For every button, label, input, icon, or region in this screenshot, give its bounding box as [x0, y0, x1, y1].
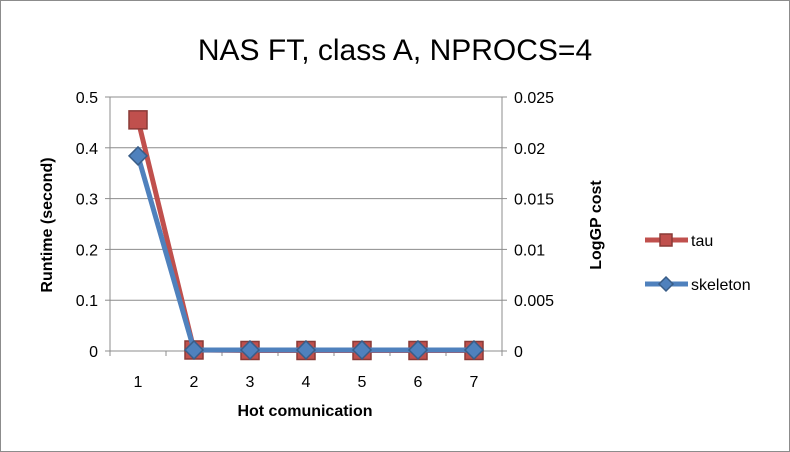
- legend-item-tau: tau: [645, 233, 713, 250]
- gridlines: [110, 96, 502, 301]
- left-axis-title: Runtime (second): [39, 157, 56, 292]
- series-layer: [127, 110, 485, 361]
- right-tick-label: 0: [514, 344, 523, 361]
- data-point-skeleton: [351, 339, 373, 361]
- x-tick-label: 6: [414, 374, 423, 391]
- x-tick-label: 5: [358, 374, 367, 391]
- x-tick-label: 1: [134, 374, 143, 391]
- left-tick-label: 0.1: [76, 293, 98, 310]
- data-point-skeleton: [407, 339, 429, 361]
- left-tick-label: 0: [89, 344, 98, 361]
- x-tick-label: 4: [302, 374, 311, 391]
- series-line-tau: [135, 119, 474, 353]
- data-point-skeleton: [295, 339, 317, 361]
- right-tick-label: 0.02: [514, 141, 545, 158]
- chart-title: NAS FT, class A, NPROCS=4: [198, 34, 592, 67]
- legend-item-skeleton: skeleton: [645, 275, 751, 294]
- left-tick-label: 0.3: [76, 192, 98, 209]
- right-axis-title: LogGP cost: [588, 180, 605, 270]
- right-tick-label: 0.025: [514, 90, 554, 107]
- left-tick-label: 0.4: [76, 141, 98, 158]
- x-tick-label: 3: [246, 374, 255, 391]
- right-tick-label: 0.005: [514, 293, 554, 310]
- legend-label-skeleton: skeleton: [691, 277, 751, 294]
- data-point-skeleton: [463, 339, 485, 361]
- data-point-tau: [128, 110, 148, 130]
- legend-marker-skeleton: [657, 275, 675, 293]
- left-tick-label: 0.2: [76, 242, 98, 259]
- x-tick-label: 2: [190, 374, 199, 391]
- series-skeleton: [127, 145, 485, 361]
- x-axis-ticks: 1 2 3 4 5 6 7: [134, 374, 479, 391]
- legend: tau skeleton: [645, 233, 751, 294]
- right-tick-label: 0.01: [514, 242, 545, 259]
- data-point-skeleton: [183, 339, 205, 361]
- data-point-skeleton: [239, 339, 261, 361]
- left-axis-ticks: 0 0.1 0.2 0.3 0.4 0.5: [76, 90, 98, 361]
- legend-label-tau: tau: [691, 233, 713, 250]
- data-point-skeleton: [127, 145, 149, 166]
- x-tick-label: 7: [470, 374, 479, 391]
- left-tick-label: 0.5: [76, 90, 98, 107]
- right-tick-label: 0.015: [514, 192, 554, 209]
- x-axis-title: Hot comunication: [237, 403, 372, 420]
- legend-marker-tau: [659, 233, 673, 247]
- right-axis-ticks: 0 0.005 0.01 0.015 0.02 0.025: [514, 90, 554, 361]
